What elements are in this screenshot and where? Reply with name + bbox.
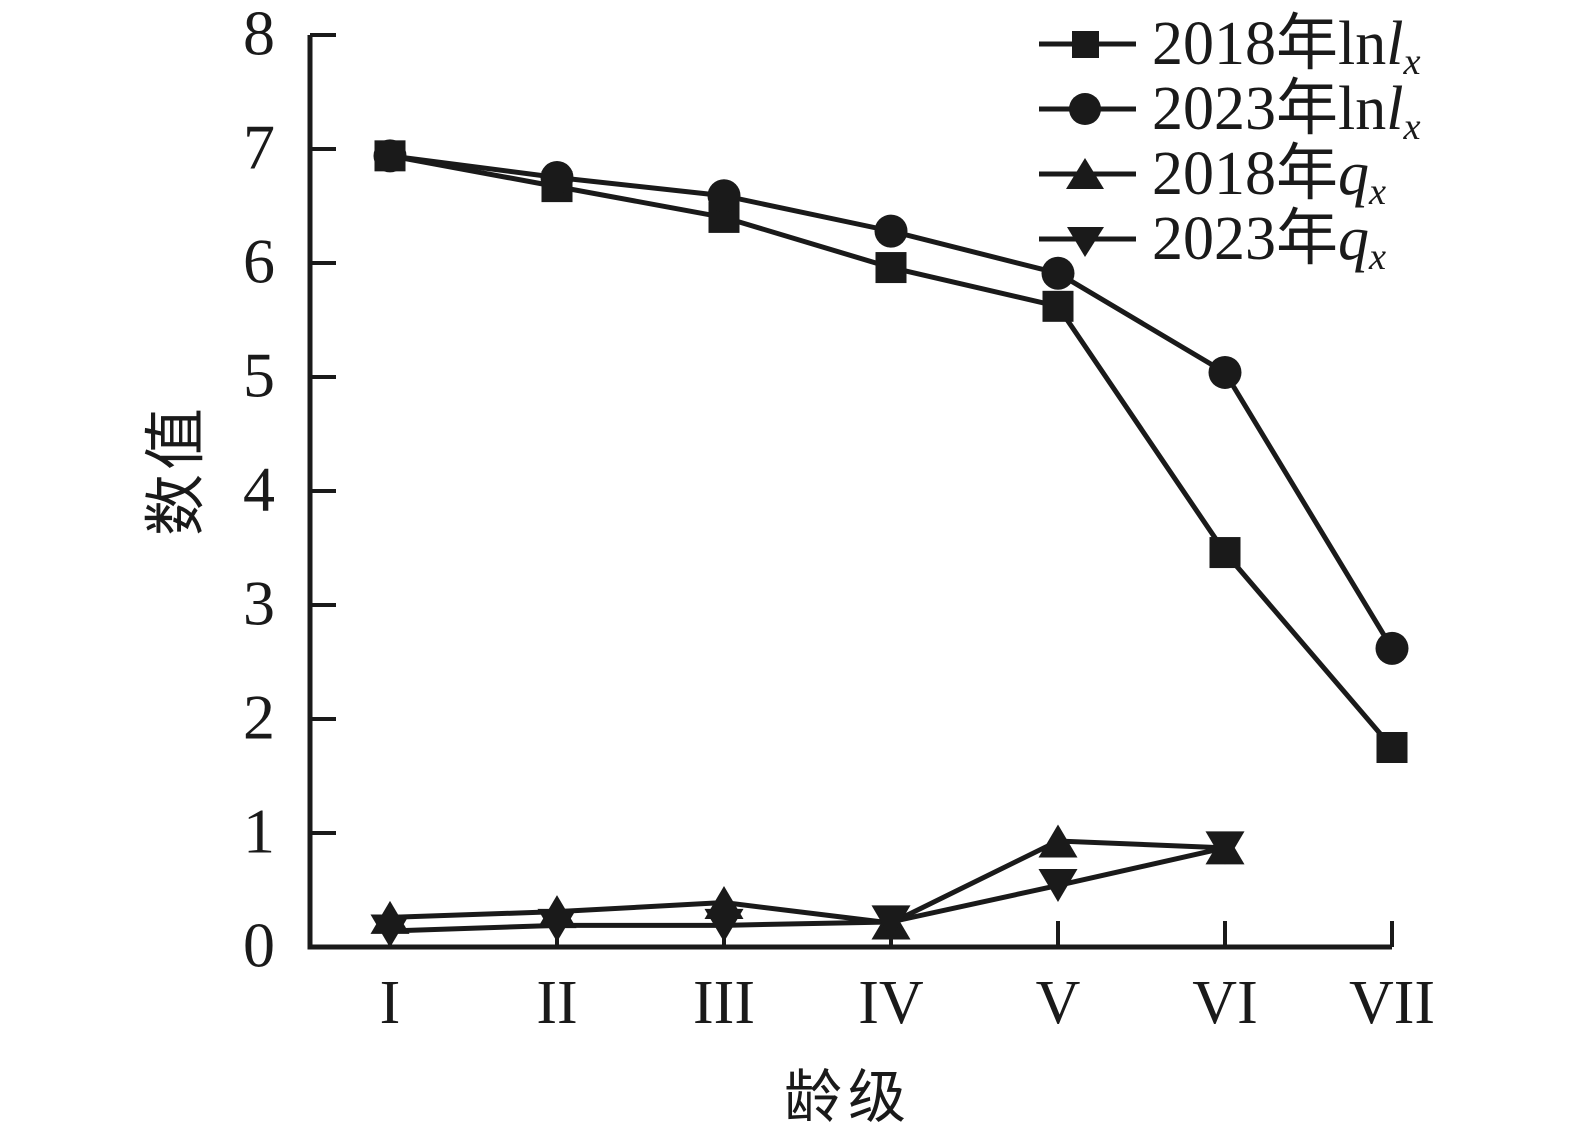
triangle-up-marker [1038,824,1078,858]
square-marker [875,252,907,284]
y-tick-label: 8 [243,0,275,69]
legend-item-2018-qx: 2018年qx [1039,139,1421,214]
x-tick-label: VII [1348,969,1436,1037]
triangle-down-marker [537,908,577,942]
y-tick-label: 0 [243,909,275,981]
x-tick-label: IV [858,969,924,1037]
square-marker [1376,732,1408,763]
y-tick-label: 6 [243,225,275,297]
y-tick-label: 1 [243,795,275,867]
circle-marker [1041,256,1075,290]
legend-label: 2023年lnlx [1152,74,1421,149]
legend-item-2023-lnlx: 2023年lnlx [1039,74,1421,149]
legend: 2018年lnlx 2023年lnlx 2018年qx 2023年qx [1039,9,1421,279]
circle-marker [1375,631,1409,665]
legend-label: 2018年lnlx [1152,9,1421,84]
triangle-down-marker [1205,831,1245,865]
circle-marker [540,161,574,194]
circle-marker [707,179,741,213]
x-axis-title: 龄级 [783,1065,913,1130]
x-tick-label: III [693,969,755,1037]
triangle-down-marker [871,905,911,939]
triangle-up-marker-icon [1039,157,1136,189]
y-tick-label: 5 [243,339,275,411]
circle-marker [373,139,407,173]
y-tick-label: 4 [243,453,275,525]
square-marker [1209,537,1241,569]
legend-label: 2018年qx [1152,139,1387,214]
x-tick-label: VI [1192,969,1258,1037]
x-tick-label: I [379,969,401,1037]
axes-frame [307,35,1392,950]
circle-marker [874,214,908,248]
x-tick-label: II [536,969,578,1037]
y-tick-label: 2 [243,681,275,753]
legend-item-2023-qx: 2023年qx [1039,204,1421,279]
triangle-down-marker [704,908,744,942]
square-marker-icon [1039,30,1136,58]
legend-label: 2023年qx [1152,204,1387,279]
circle-marker-icon [1039,92,1136,125]
legend-item-2018-lnlx: 2018年lnlx [1039,9,1421,84]
square-marker [1042,290,1074,322]
series-line-triangle-up [389,838,1226,926]
y-tick-label: 7 [243,111,275,183]
triangle-down-marker-icon [1039,226,1136,257]
y-tick-label: 3 [243,567,275,639]
series-line-triangle-down [389,845,1226,934]
triangle-down-marker [370,914,410,948]
triangle-down-marker [1038,868,1078,902]
x-tick-label: V [1035,969,1081,1037]
circle-marker [1208,355,1242,389]
